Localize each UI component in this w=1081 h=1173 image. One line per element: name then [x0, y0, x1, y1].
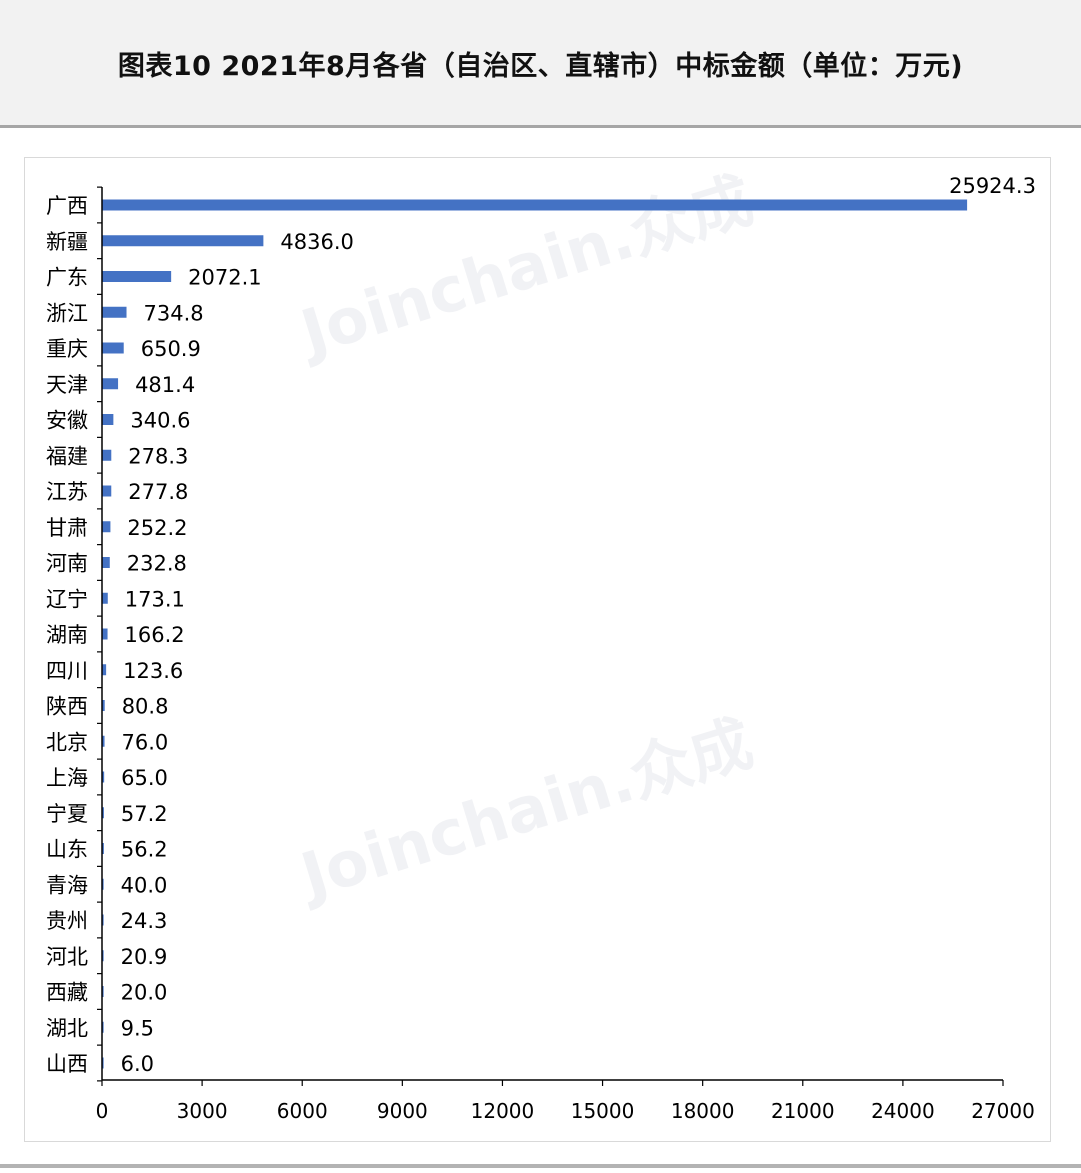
- value-label-5: 481.4: [135, 373, 195, 397]
- category-label-10: 河南: [46, 552, 88, 576]
- value-label-22: 20.0: [121, 981, 168, 1005]
- value-labels: 25924.3 4836.0 2072.1 734.8 650.9 481.4 340.6 2…: [121, 174, 1036, 1076]
- bar-5: [102, 378, 119, 390]
- x-tick-labels: 0 3000 6000 9000 12000 15000 18000 21000 24000 27…: [96, 1099, 1035, 1123]
- bar-3: [102, 306, 127, 318]
- bar-19: [102, 878, 104, 890]
- category-label-3: 浙江: [46, 301, 88, 325]
- value-label-11: 173.1: [125, 587, 185, 611]
- bar-21: [102, 950, 104, 962]
- bar-2: [102, 271, 172, 282]
- category-label-1: 新疆: [46, 230, 88, 254]
- bar-18: [102, 843, 104, 854]
- value-label-12: 166.2: [125, 623, 185, 647]
- x-tick-label-4: 12000: [471, 1099, 535, 1123]
- bar-10: [102, 557, 110, 568]
- category-label-0: 广西: [46, 194, 88, 218]
- category-label-16: 上海: [46, 766, 88, 790]
- bar-4: [102, 342, 124, 354]
- category-label-2: 广东: [46, 266, 88, 290]
- watermark-text-top: Joinchain.众成: [289, 163, 761, 370]
- x-tick-label-9: 27000: [971, 1099, 1035, 1123]
- category-label-14: 陕西: [46, 695, 88, 719]
- bar-13: [102, 664, 107, 676]
- category-label-11: 辽宁: [46, 587, 88, 611]
- axes-group: [97, 186, 1004, 1086]
- bar-24: [102, 1057, 104, 1069]
- category-label-19: 青海: [46, 873, 88, 897]
- value-label-23: 9.5: [121, 1016, 154, 1040]
- category-label-8: 江苏: [46, 480, 88, 504]
- watermark-text-bottom: Joinchain.众成: [289, 706, 761, 913]
- value-label-4: 650.9: [141, 337, 201, 361]
- category-label-13: 四川: [46, 659, 88, 683]
- bar-15: [102, 735, 105, 747]
- category-label-18: 山东: [46, 838, 88, 862]
- x-tick-label-5: 15000: [571, 1099, 635, 1123]
- bar-16: [102, 771, 105, 783]
- category-label-23: 湖北: [46, 1016, 88, 1040]
- footer-divider: [0, 1164, 1081, 1168]
- category-label-6: 安徽: [46, 409, 88, 433]
- bar-12: [102, 628, 108, 640]
- category-label-4: 重庆: [46, 337, 88, 361]
- x-tick-label-8: 24000: [871, 1099, 935, 1123]
- value-label-19: 40.0: [121, 873, 168, 897]
- category-label-5: 天津: [46, 373, 88, 397]
- bar-8: [102, 485, 112, 497]
- value-label-15: 76.0: [122, 730, 169, 754]
- bar-9: [102, 521, 111, 533]
- x-tick-label-0: 0: [96, 1099, 109, 1123]
- value-label-9: 252.2: [127, 516, 187, 540]
- bar-7: [102, 449, 112, 461]
- x-tick-label-7: 21000: [771, 1099, 835, 1123]
- category-label-17: 宁夏: [46, 802, 88, 826]
- value-label-14: 80.8: [122, 695, 169, 719]
- category-label-9: 甘肃: [46, 516, 88, 540]
- value-label-17: 57.2: [121, 802, 168, 826]
- category-label-24: 山西: [46, 1052, 88, 1076]
- value-label-2: 2072.1: [188, 266, 261, 290]
- bar-22: [102, 986, 104, 997]
- category-label-12: 湖南: [46, 623, 88, 647]
- value-label-18: 56.2: [121, 838, 168, 862]
- bar-6: [102, 414, 114, 425]
- chart-title: 图表10 2021年8月各省（自治区、直辖市）中标金额（单位：万元): [117, 51, 964, 82]
- value-label-10: 232.8: [127, 552, 187, 576]
- chart-header: 图表10 2021年8月各省（自治区、直辖市）中标金额（单位：万元): [0, 0, 1081, 128]
- x-tick-label-2: 6000: [277, 1099, 328, 1123]
- category-label-15: 北京: [46, 730, 88, 754]
- category-label-20: 贵州: [46, 909, 88, 933]
- value-label-6: 340.6: [130, 409, 190, 433]
- x-tick-label-1: 3000: [177, 1099, 228, 1123]
- value-label-3: 734.8: [144, 301, 204, 325]
- bar-0: [102, 199, 968, 211]
- bar-1: [102, 235, 264, 247]
- bar-14: [102, 700, 105, 711]
- bar-20: [102, 914, 104, 926]
- value-label-1: 4836.0: [280, 230, 353, 254]
- value-label-7: 278.3: [128, 444, 188, 468]
- value-label-21: 20.9: [121, 945, 168, 969]
- category-label-22: 西藏: [46, 981, 88, 1005]
- value-label-16: 65.0: [121, 766, 168, 790]
- x-tick-label-3: 9000: [377, 1099, 428, 1123]
- category-label-21: 河北: [46, 945, 88, 969]
- value-label-13: 123.6: [123, 659, 183, 683]
- chart-frame: [24, 157, 1051, 1142]
- value-label-20: 24.3: [121, 909, 168, 933]
- bars-group: [102, 199, 968, 1069]
- value-label-0: 25924.3: [949, 174, 1036, 198]
- watermark-layer: Joinchain.众成 Joinchain.众成: [289, 163, 761, 913]
- category-label-7: 福建: [46, 444, 88, 468]
- x-tick-label-6: 18000: [671, 1099, 735, 1123]
- category-labels: 广西新疆广东浙江重庆天津安徽福建江苏甘肃河南辽宁湖南四川陕西北京上海宁夏山东青海…: [46, 194, 88, 1076]
- value-label-24: 6.0: [121, 1052, 154, 1076]
- bar-11: [102, 592, 108, 604]
- value-label-8: 277.8: [128, 480, 188, 504]
- bar-17: [102, 807, 104, 819]
- bar-23: [102, 1021, 104, 1033]
